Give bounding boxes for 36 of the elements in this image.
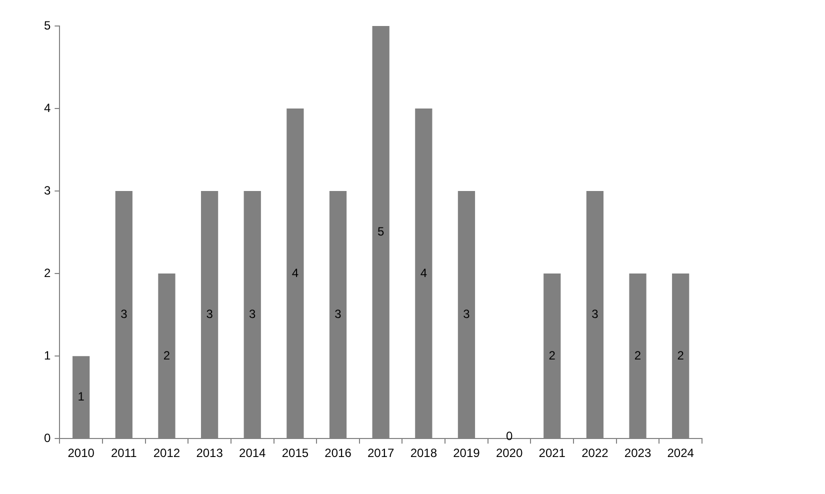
x-tick-label: 2020 xyxy=(496,446,523,460)
y-tick-label: 5 xyxy=(44,18,51,32)
data-label: 3 xyxy=(120,307,128,322)
data-label: 2 xyxy=(548,348,556,362)
y-tick-label: 3 xyxy=(44,183,51,198)
x-tick-label: 2023 xyxy=(624,446,652,460)
x-tick-label: 2016 xyxy=(324,446,352,460)
data-label: 0 xyxy=(506,428,513,443)
x-tick-label: 2019 xyxy=(453,446,480,460)
x-tick-label: 2021 xyxy=(538,446,566,460)
data-label: 2 xyxy=(634,348,642,362)
data-label: 1 xyxy=(78,390,85,404)
data-label: 3 xyxy=(249,307,256,322)
x-tick-label: 2015 xyxy=(282,446,309,460)
data-label: 3 xyxy=(463,307,470,322)
y-tick-label: 0 xyxy=(44,430,51,445)
data-label: 3 xyxy=(592,307,599,322)
y-tick-label: 2 xyxy=(44,266,51,280)
data-label: 3 xyxy=(334,307,342,322)
x-tick-label: 2012 xyxy=(153,446,180,460)
data-label: 4 xyxy=(420,266,428,280)
x-tick-label: 2013 xyxy=(196,446,224,460)
data-label: 3 xyxy=(206,307,214,322)
data-label: 5 xyxy=(377,224,384,239)
x-tick-label: 2022 xyxy=(582,446,609,460)
data-label: 2 xyxy=(163,348,170,362)
y-tick-label: 4 xyxy=(44,100,51,115)
x-tick-label: 2017 xyxy=(367,446,395,460)
x-tick-label: 2018 xyxy=(410,446,438,460)
data-label: 4 xyxy=(292,266,299,280)
data-label: 2 xyxy=(677,348,684,362)
x-tick-label: 2011 xyxy=(111,446,138,460)
x-tick-label: 2024 xyxy=(667,446,694,460)
y-tick-label: 1 xyxy=(44,348,51,362)
x-tick-label: 2014 xyxy=(239,446,266,460)
x-tick-label: 2010 xyxy=(68,446,95,460)
